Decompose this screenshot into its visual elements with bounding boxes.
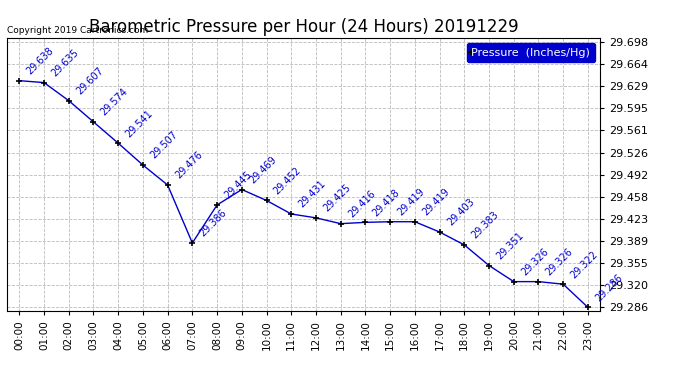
Text: 29.403: 29.403 [445, 197, 476, 228]
Pressure  (Inches/Hg) [237, 187, 246, 192]
Text: 29.322: 29.322 [569, 249, 600, 280]
Text: Copyright 2019 Cartronics.com: Copyright 2019 Cartronics.com [8, 26, 149, 35]
Text: 29.574: 29.574 [99, 87, 130, 118]
Text: 29.635: 29.635 [50, 47, 81, 78]
Pressure  (Inches/Hg) [312, 216, 320, 220]
Pressure  (Inches/Hg) [559, 282, 567, 286]
Pressure  (Inches/Hg) [65, 98, 73, 103]
Pressure  (Inches/Hg) [510, 279, 518, 284]
Text: 29.541: 29.541 [124, 108, 155, 139]
Pressure  (Inches/Hg) [188, 241, 197, 245]
Text: 29.445: 29.445 [223, 170, 254, 201]
Text: 29.425: 29.425 [322, 183, 353, 214]
Pressure  (Inches/Hg) [435, 230, 444, 234]
Pressure  (Inches/Hg) [139, 163, 147, 167]
Text: 29.418: 29.418 [371, 187, 402, 218]
Text: 29.476: 29.476 [173, 150, 204, 181]
Legend: Pressure  (Inches/Hg): Pressure (Inches/Hg) [467, 43, 595, 62]
Pressure  (Inches/Hg) [584, 305, 592, 310]
Pressure  (Inches/Hg) [164, 183, 172, 187]
Text: 29.638: 29.638 [25, 45, 56, 76]
Text: 29.326: 29.326 [520, 246, 551, 278]
Pressure  (Inches/Hg) [337, 221, 345, 226]
Pressure  (Inches/Hg) [89, 120, 97, 124]
Pressure  (Inches/Hg) [534, 279, 542, 284]
Text: 29.469: 29.469 [247, 154, 278, 185]
Pressure  (Inches/Hg) [460, 243, 469, 247]
Text: 29.607: 29.607 [75, 65, 106, 96]
Text: 29.431: 29.431 [297, 179, 328, 210]
Pressure  (Inches/Hg) [485, 263, 493, 268]
Text: 29.286: 29.286 [593, 272, 624, 303]
Text: 29.419: 29.419 [395, 187, 426, 218]
Pressure  (Inches/Hg) [362, 220, 370, 225]
Text: 29.383: 29.383 [470, 210, 501, 241]
Text: 29.386: 29.386 [198, 208, 229, 239]
Pressure  (Inches/Hg) [213, 203, 221, 207]
Pressure  (Inches/Hg) [262, 198, 270, 203]
Text: 29.507: 29.507 [148, 130, 179, 161]
Pressure  (Inches/Hg) [386, 219, 394, 224]
Pressure  (Inches/Hg) [114, 141, 122, 146]
Text: 29.351: 29.351 [495, 230, 526, 261]
Title: Barometric Pressure per Hour (24 Hours) 20191229: Barometric Pressure per Hour (24 Hours) … [89, 18, 518, 36]
Text: 29.419: 29.419 [420, 187, 451, 218]
Text: 29.326: 29.326 [544, 246, 575, 278]
Text: 29.452: 29.452 [272, 165, 303, 196]
Pressure  (Inches/Hg) [15, 78, 23, 83]
Pressure  (Inches/Hg) [411, 219, 419, 224]
Pressure  (Inches/Hg) [40, 80, 48, 85]
Line: Pressure  (Inches/Hg): Pressure (Inches/Hg) [16, 77, 591, 311]
Pressure  (Inches/Hg) [287, 212, 295, 216]
Text: 29.416: 29.416 [346, 189, 377, 219]
